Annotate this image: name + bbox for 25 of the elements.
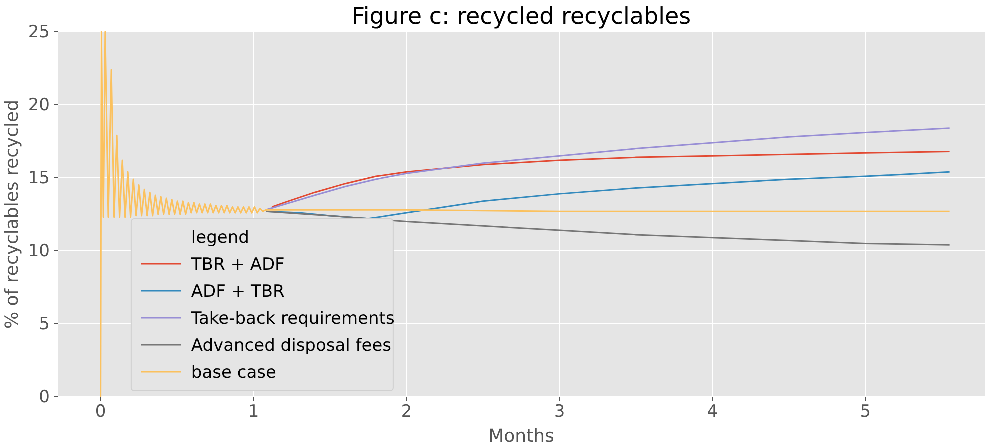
- legend-label: TBR + ADF: [190, 255, 285, 275]
- x-tick-label: 3: [554, 402, 566, 422]
- line-series: [271, 150, 951, 208]
- x-tick-label: 0: [95, 402, 106, 422]
- y-tick-label: 10: [28, 241, 50, 262]
- x-tick-label: 5: [860, 402, 872, 422]
- y-axis-title: % of recyclables recycled: [2, 100, 23, 330]
- legend-label: Advanced disposal fees: [191, 336, 392, 356]
- x-tick-label: 2: [401, 402, 412, 422]
- y-tick-label: 0: [39, 387, 50, 408]
- x-tick-label: 4: [707, 402, 718, 422]
- legend-label: Take-back requirements: [190, 309, 395, 329]
- chart-title: Figure c: recycled recyclables: [352, 4, 692, 30]
- legend-label: base case: [191, 363, 276, 383]
- line-series: [265, 128, 951, 211]
- y-tick-label: 15: [28, 168, 50, 188]
- y-tick-label: 20: [28, 95, 50, 116]
- x-tick-label: 1: [248, 402, 260, 422]
- y-tick-label: 5: [39, 314, 50, 334]
- line-series: [265, 210, 951, 246]
- y-tick-label: 25: [28, 22, 50, 42]
- line-series: [100, 31, 951, 398]
- legend-title: legend: [191, 228, 250, 248]
- legend-label: ADF + TBR: [191, 282, 286, 302]
- x-axis-title: Months: [488, 426, 554, 447]
